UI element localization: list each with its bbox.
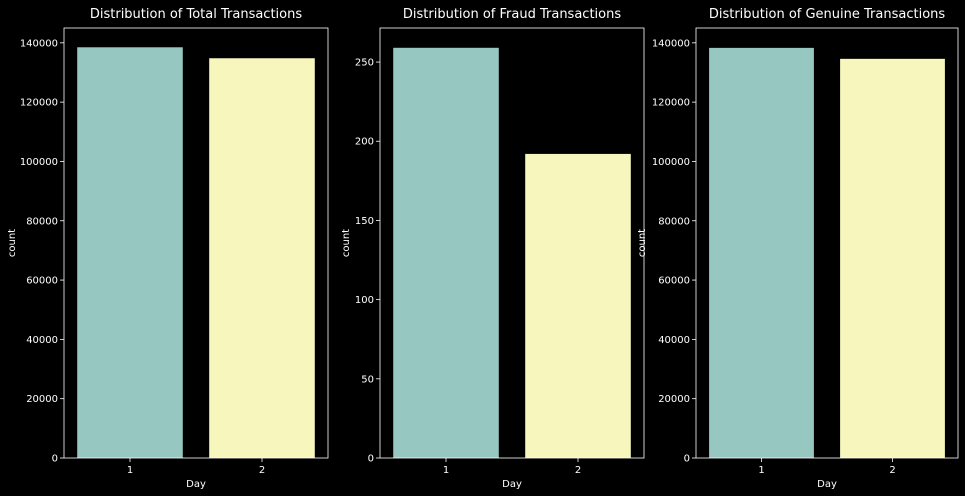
y-tick-label: 100000: [20, 157, 58, 168]
subplot-2: 0 50 100 150 200 250 1 2 Distribution of Fraud T…: [341, 7, 645, 490]
y-axis-label: count: [7, 229, 18, 257]
x-tick-label: 2: [259, 465, 265, 476]
y-tick-label: 20000: [658, 394, 690, 405]
y-tick-label: 120000: [20, 98, 58, 109]
x-tick-label: 2: [889, 465, 895, 476]
y-tick-label: 0: [684, 454, 690, 465]
bar-day-2: [525, 153, 631, 458]
x-axis-label: Day: [186, 479, 206, 490]
y-axis-label: count: [341, 229, 352, 257]
y-tick-label: 250: [355, 58, 374, 69]
bar-day-1: [77, 47, 183, 458]
chart-title: Distribution of Genuine Transactions: [709, 7, 946, 22]
bar-day-1: [393, 47, 499, 458]
axes-frame: [695, 27, 959, 459]
y-axis-label: count: [637, 229, 648, 257]
y-tick-label: 40000: [26, 335, 58, 346]
y-tick-label: 0: [368, 454, 374, 465]
subplot-3: 0 20000 40000 60000 80000 100000 120000 140000 1…: [637, 7, 959, 490]
y-tick-label: 60000: [26, 276, 58, 287]
x-tick-label: 1: [758, 465, 764, 476]
y-tick-label: 140000: [20, 38, 58, 49]
y-tick-label: 0: [52, 454, 58, 465]
x-axis-label: Day: [817, 479, 837, 490]
x-tick-label: 1: [127, 465, 133, 476]
bar-day-2: [840, 58, 945, 459]
bar-day-1: [709, 47, 814, 459]
y-tick-label: 20000: [26, 394, 58, 405]
y-tick-label: 40000: [658, 335, 690, 346]
y-tick-label: 100000: [652, 157, 690, 168]
x-axis-label: Day: [502, 479, 522, 490]
y-tick-label: 80000: [658, 216, 690, 227]
subplot-1: 0 20000 40000 60000 80000 100000 120000 140000 1…: [7, 7, 329, 490]
x-tick-label: 1: [443, 465, 449, 476]
chart-title: Distribution of Total Transactions: [90, 7, 302, 22]
chart-title: Distribution of Fraud Transactions: [403, 7, 621, 22]
bar-day-2: [209, 58, 315, 458]
y-tick-label: 60000: [658, 276, 690, 287]
axes-frame: [63, 27, 329, 459]
axes-frame: [379, 27, 645, 459]
y-tick-label: 100: [355, 295, 374, 306]
y-tick-label: 200: [355, 137, 374, 148]
x-tick-label: 2: [575, 465, 581, 476]
y-tick-label: 80000: [26, 216, 58, 227]
y-tick-label: 120000: [652, 98, 690, 109]
y-tick-label: 140000: [652, 38, 690, 49]
y-tick-label: 150: [355, 216, 374, 227]
y-tick-label: 50: [361, 374, 374, 385]
